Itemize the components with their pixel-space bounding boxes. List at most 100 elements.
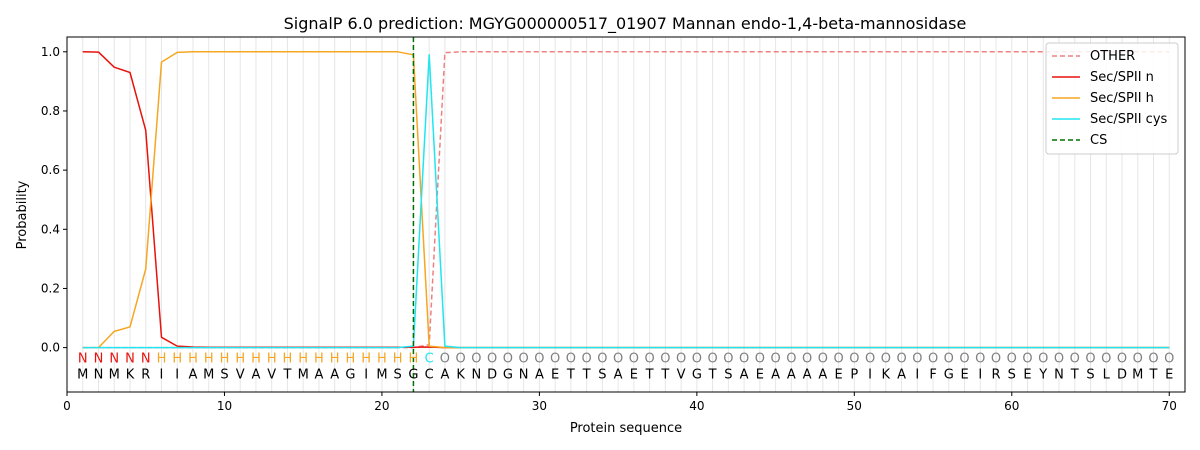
residue-state-label: O <box>597 351 607 366</box>
residue-state-label: O <box>849 351 859 366</box>
residue-letter: S <box>1008 368 1016 383</box>
residue-state-label: H <box>377 351 387 366</box>
residue-letter: P <box>850 368 858 383</box>
residue-letter: E <box>834 368 842 383</box>
residue-letter: E <box>630 368 638 383</box>
residue-letter: T <box>645 368 654 383</box>
residue-state-label: O <box>582 351 592 366</box>
residue-state-label: O <box>1148 351 1158 366</box>
residue-state-label: O <box>613 351 623 366</box>
residue-state-label: O <box>707 351 717 366</box>
residue-letter: N <box>472 368 482 383</box>
residue-state-label: O <box>912 351 922 366</box>
residue-letter: R <box>141 368 150 383</box>
residue-letter: S <box>1086 368 1094 383</box>
residue-letter: G <box>345 368 355 383</box>
residue-state-label: O <box>1117 351 1127 366</box>
residue-state-label: N <box>78 351 88 366</box>
legend: OTHER Sec/SPII n Sec/SPII h Sec/SPII cys CS <box>1045 42 1179 155</box>
residue-letter: I <box>978 368 982 383</box>
residue-letter: T <box>1070 368 1079 383</box>
residue-letter: Y <box>1038 368 1047 383</box>
residue-state-label: H <box>283 351 293 366</box>
legend-label: Sec/SPII h <box>1090 91 1154 106</box>
residue-state-label: O <box>786 351 796 366</box>
residue-letter: V <box>236 368 245 383</box>
residue-letter: T <box>1149 368 1158 383</box>
residue-state-label: O <box>833 351 843 366</box>
residue-letter: I <box>915 368 919 383</box>
residue-state-label: O <box>471 351 481 366</box>
residue-state-label: O <box>629 351 639 366</box>
residue-letter: K <box>882 368 891 383</box>
residue-letter: E <box>1023 368 1031 383</box>
residue-letter: A <box>614 368 623 383</box>
y-axis-label: Probability <box>15 180 30 249</box>
residue-state-label: O <box>1038 351 1048 366</box>
residue-letter: M <box>298 368 309 383</box>
residue-state-label: O <box>692 351 702 366</box>
residue-state-label: O <box>1101 351 1111 366</box>
residue-letter: C <box>425 368 434 383</box>
legend-box <box>1045 42 1179 155</box>
residue-state-label: O <box>1070 351 1080 366</box>
residue-letter: G <box>692 368 702 383</box>
residue-state-label: N <box>125 351 135 366</box>
residue-letter: K <box>126 368 135 383</box>
residue-state-label: O <box>1007 351 1017 366</box>
residue-labels: NMNNNMNKNRHIHIHAHMHSHVHAHVHTHMHAHAHGHIHM… <box>77 351 1174 382</box>
residue-letter: V <box>677 368 686 383</box>
residue-state-label: O <box>739 351 749 366</box>
residue-letter: R <box>992 368 1001 383</box>
y-tick-label: 0.0 <box>41 341 60 355</box>
residue-letter: T <box>582 368 591 383</box>
legend-label: CS <box>1090 133 1107 148</box>
x-tick-label: 40 <box>689 399 704 413</box>
residue-state-label: H <box>157 351 167 366</box>
residue-letter: G <box>944 368 954 383</box>
residue-state-label: O <box>802 351 812 366</box>
residue-state-label: O <box>1022 351 1032 366</box>
residue-state-label: H <box>235 351 245 366</box>
series-line-sec-spii-cys <box>82 54 1170 349</box>
residue-state-label: O <box>550 351 560 366</box>
residue-letter: G <box>503 368 513 383</box>
residue-state-label: H <box>251 351 261 366</box>
residue-letter: A <box>740 368 749 383</box>
residue-letter: M <box>1132 368 1143 383</box>
x-tick-label: 20 <box>374 399 389 413</box>
residue-letter: A <box>535 368 544 383</box>
grid-layer <box>82 37 1170 392</box>
x-tick-label: 30 <box>532 399 547 413</box>
residue-state-label: O <box>660 351 670 366</box>
residue-letter: A <box>440 368 449 383</box>
residue-letter: A <box>787 368 796 383</box>
residue-state-label: O <box>1164 351 1174 366</box>
residue-state-label: H <box>409 351 419 366</box>
residue-letter: M <box>203 368 214 383</box>
residue-letter: A <box>803 368 812 383</box>
residue-state-label: O <box>865 351 875 366</box>
residue-letter: T <box>660 368 669 383</box>
x-tick-label: 60 <box>1004 399 1019 413</box>
residue-state-label: O <box>991 351 1001 366</box>
residue-state-label: O <box>944 351 954 366</box>
residue-letter: K <box>456 368 465 383</box>
y-tick-label: 0.2 <box>41 281 60 295</box>
residue-letter: E <box>756 368 764 383</box>
residue-letter: I <box>175 368 179 383</box>
residue-letter: V <box>267 368 276 383</box>
residue-letter: S <box>724 368 732 383</box>
y-tick-label: 0.8 <box>41 104 60 118</box>
residue-letter: F <box>929 368 936 383</box>
residue-letter: M <box>109 368 120 383</box>
residue-letter: A <box>330 368 339 383</box>
residue-state-label: H <box>330 351 340 366</box>
residue-letter: M <box>77 368 88 383</box>
x-tick-label: 10 <box>217 399 232 413</box>
residue-state-label: H <box>172 351 182 366</box>
x-tick-label: 70 <box>1162 399 1177 413</box>
series-line-sec-spii-n <box>82 51 1170 349</box>
residue-state-label: H <box>267 351 277 366</box>
residue-state-label: N <box>109 351 119 366</box>
